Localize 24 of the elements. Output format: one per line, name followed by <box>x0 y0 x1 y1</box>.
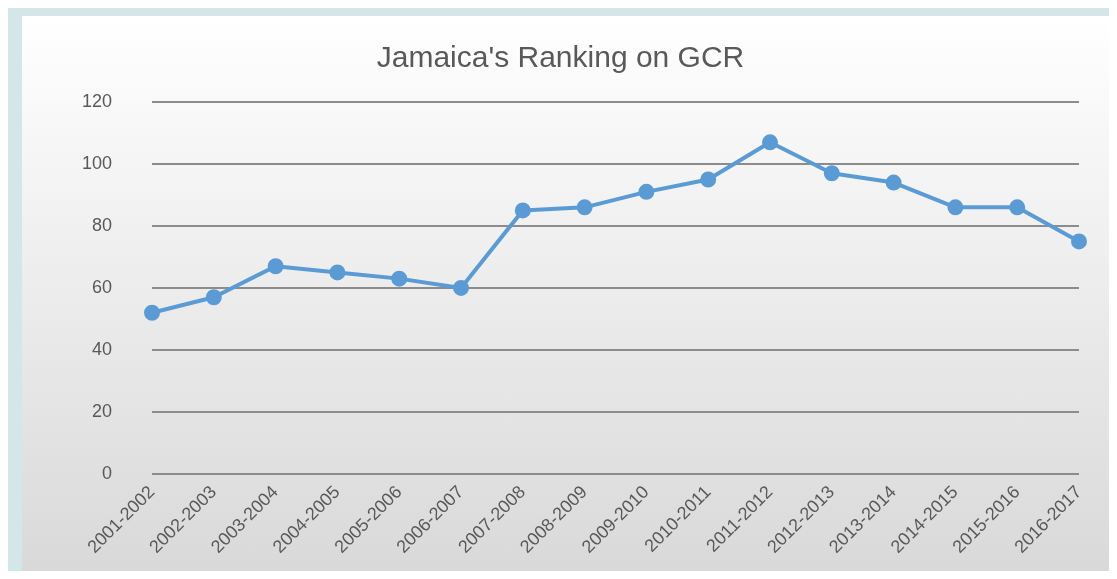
point <box>700 171 717 188</box>
point <box>947 199 964 216</box>
y-tick-label: 40 <box>92 338 113 359</box>
point <box>329 264 346 281</box>
y-tick-label: 100 <box>81 152 113 173</box>
point <box>205 289 222 306</box>
point <box>823 165 840 182</box>
point <box>391 270 408 287</box>
point <box>267 258 284 275</box>
y-tick-label: 80 <box>92 214 113 235</box>
point <box>638 183 655 200</box>
point <box>762 134 779 151</box>
point <box>1009 199 1026 216</box>
y-tick-label: 20 <box>92 400 113 421</box>
chart-title: Jamaica's Ranking on GCR <box>376 40 745 74</box>
point <box>1071 233 1087 250</box>
point <box>885 174 902 191</box>
y-tick-label: 0 <box>102 462 113 483</box>
point <box>453 279 470 296</box>
point <box>144 304 161 321</box>
y-tick-label: 60 <box>92 276 113 297</box>
y-tick-label: 120 <box>81 90 113 111</box>
point <box>576 199 593 216</box>
point <box>514 202 531 219</box>
